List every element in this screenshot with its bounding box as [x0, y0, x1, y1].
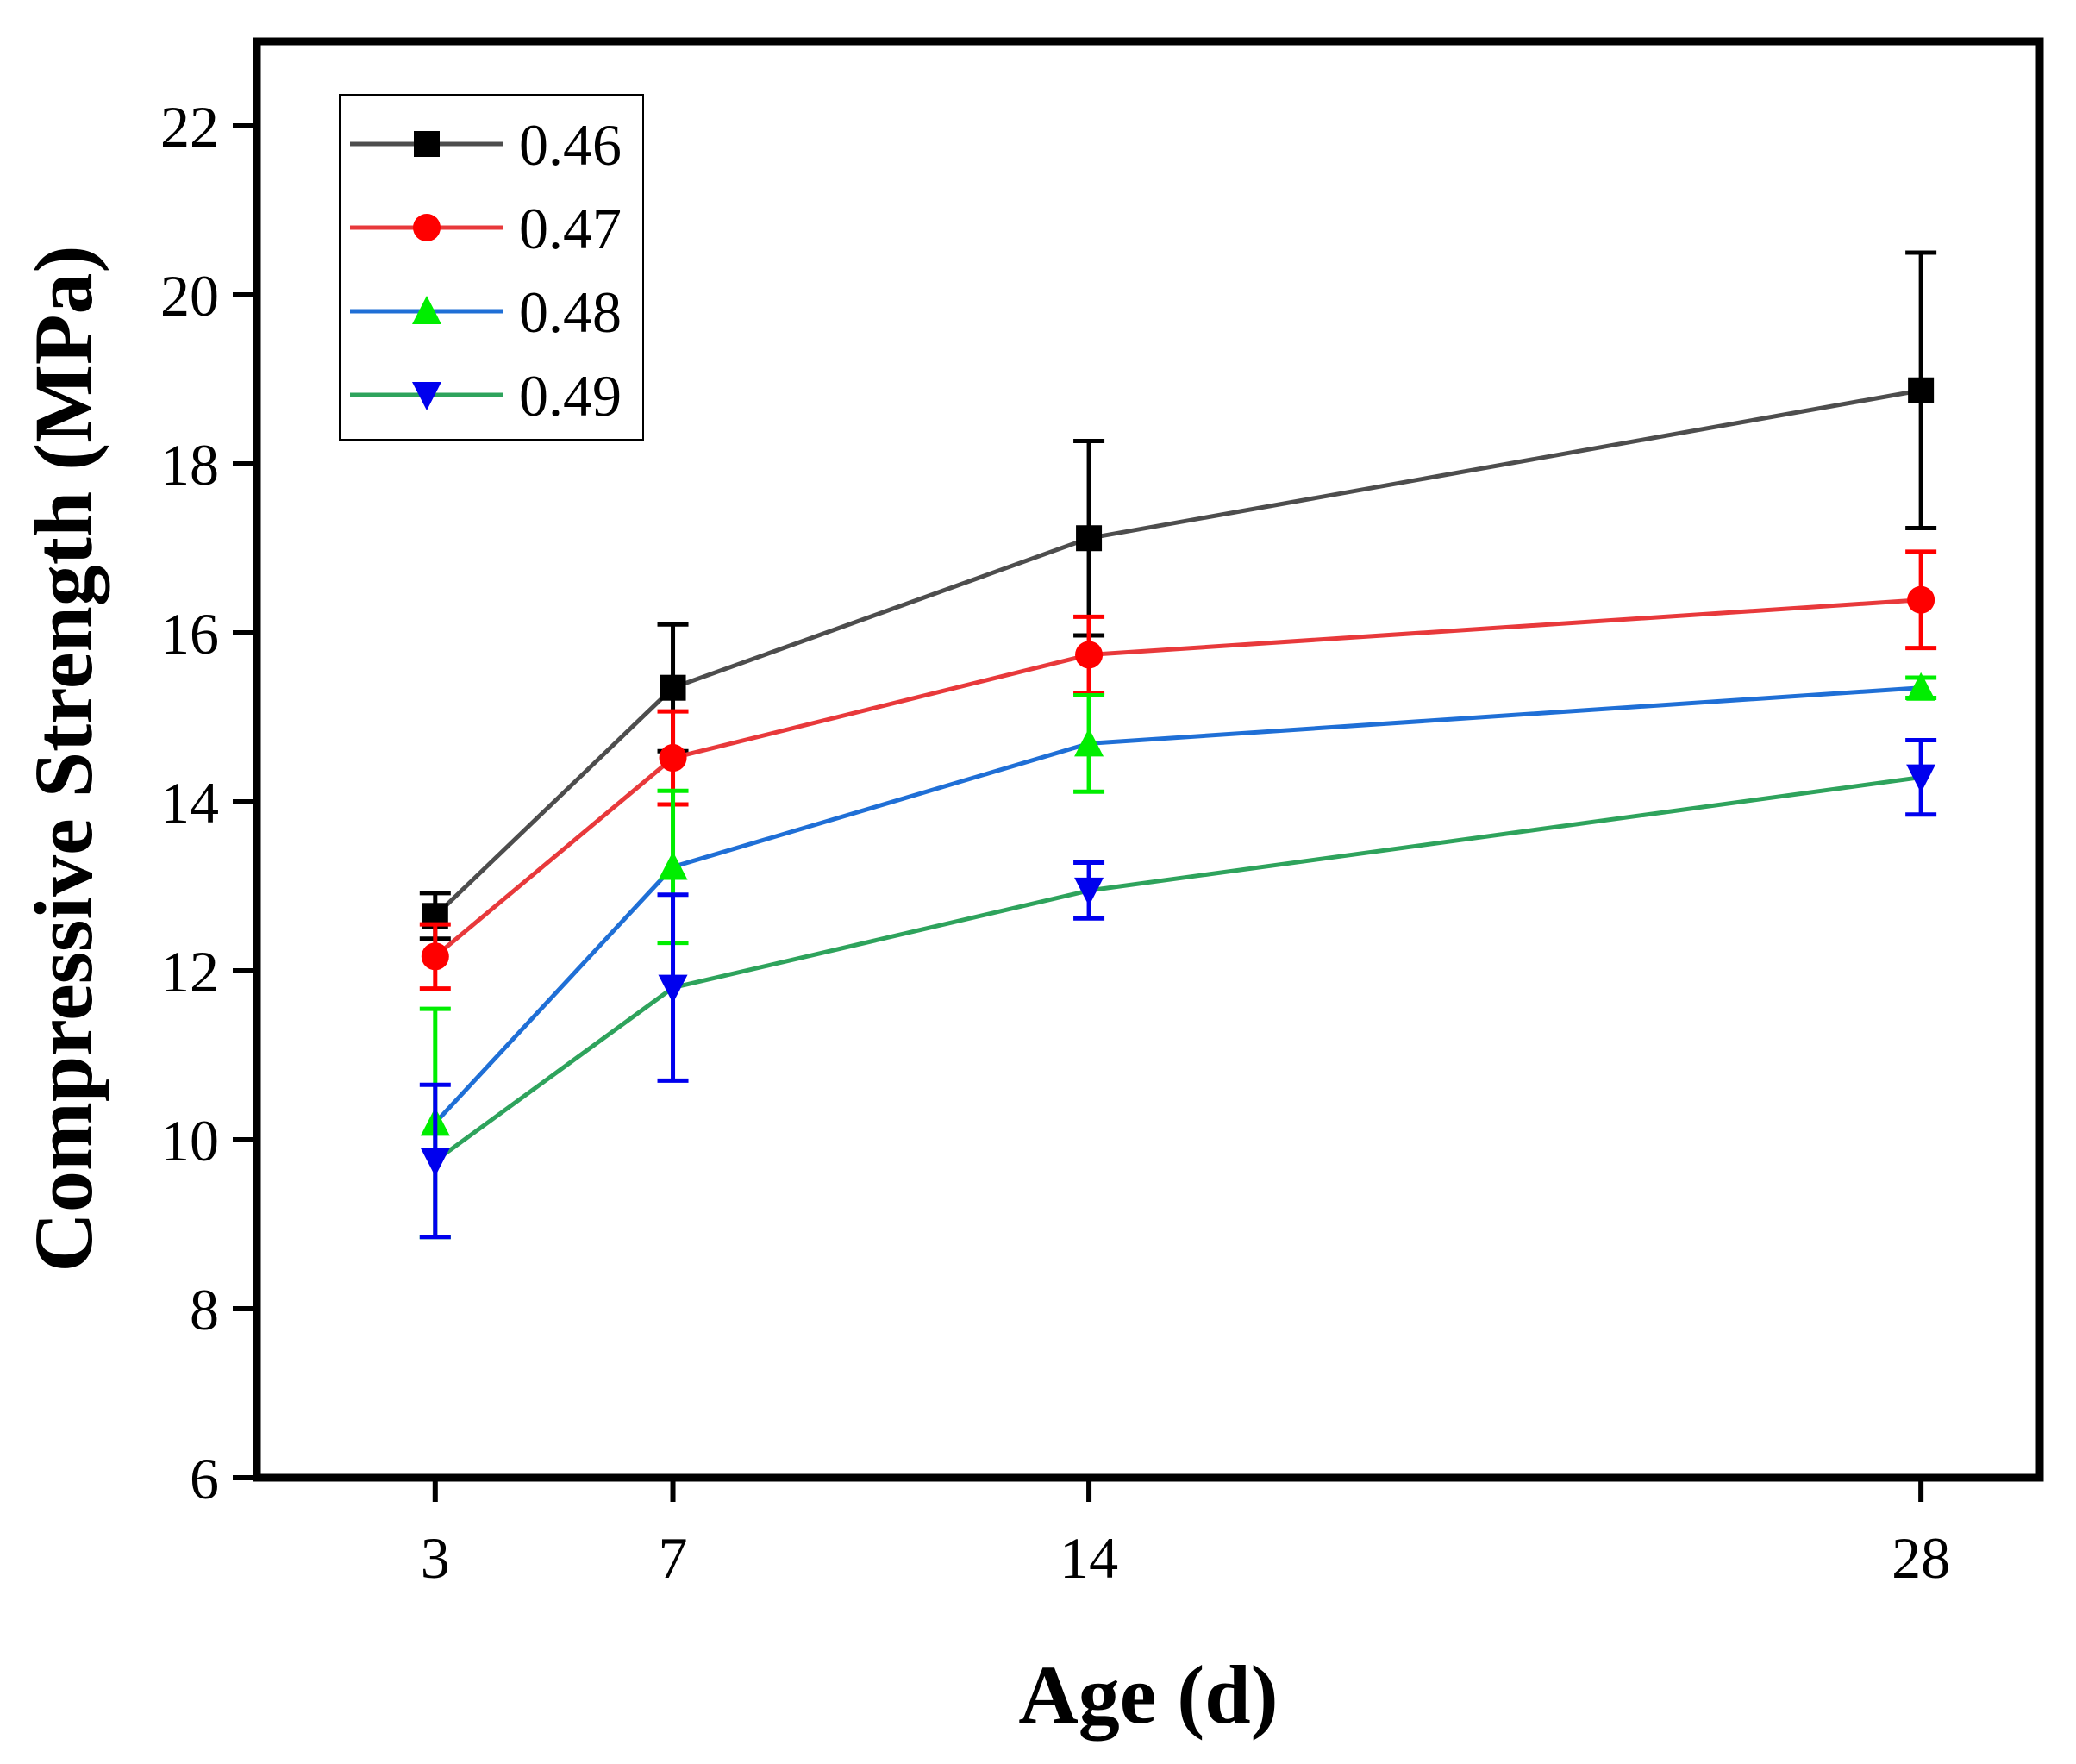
x-tick-label-28: 28: [1892, 1525, 1950, 1591]
legend-item-0.48: 0.48: [350, 279, 622, 345]
data-point-0.48-14: [1074, 728, 1104, 757]
legend-label-0.49: 0.49: [519, 363, 622, 428]
data-point-0.46-28: [1908, 377, 1935, 403]
data-point-0.46-14: [1076, 525, 1103, 552]
x-tick-label-14: 14: [1060, 1525, 1118, 1591]
series-line-0.47: [434, 597, 1922, 959]
y-axis-title: Compressive Strength (MPa): [17, 246, 109, 1273]
y-tick-label-12: 12: [160, 939, 219, 1004]
series-0.46: [419, 250, 1937, 941]
data-point-0.49-3: [420, 1148, 450, 1177]
series-0.48: [419, 672, 1937, 1240]
x-tick-label-3: 3: [421, 1525, 450, 1591]
data-point-0.48-28: [1906, 672, 1936, 701]
y-tick-label-6: 6: [190, 1446, 219, 1511]
y-axis-ticks: 6 8 10 12 14 16 18 20 22: [160, 94, 257, 1511]
data-point-0.48-7: [658, 851, 688, 880]
data-point-0.47-7: [659, 744, 687, 773]
y-tick-label-16: 16: [160, 601, 219, 666]
legend-marker-0.46: [414, 131, 440, 157]
data-point-0.47-14: [1075, 641, 1104, 669]
legend-label-0.48: 0.48: [519, 279, 622, 345]
y-tick-label-18: 18: [160, 432, 219, 497]
y-tick-label-14: 14: [160, 770, 219, 835]
legend-marker-0.49: [412, 382, 441, 410]
y-tick-label-10: 10: [160, 1108, 219, 1173]
series-0.49: [419, 737, 1937, 1240]
x-axis-ticks: 3 7 14 28: [421, 1478, 1950, 1591]
data-point-0.49-14: [1074, 877, 1104, 906]
series-line-0.49: [434, 775, 1922, 1163]
y-tick-label-8: 8: [190, 1277, 219, 1342]
data-point-0.47-3: [421, 942, 449, 971]
x-axis-title: Age (d): [1018, 1648, 1278, 1741]
legend-label-0.46: 0.46: [519, 112, 622, 178]
y-tick-label-20: 20: [160, 263, 219, 328]
legend-item-0.49: 0.49: [350, 363, 622, 428]
legend-box: [339, 94, 644, 441]
legend-label-0.47: 0.47: [519, 196, 622, 261]
data-point-0.47-28: [1907, 585, 1935, 614]
plot-frame: [253, 37, 2044, 1482]
legend-marker-0.47: [413, 214, 441, 241]
legend: 0.46 0.47 0.48 0.49: [339, 94, 644, 441]
data-point-0.49-28: [1906, 764, 1936, 793]
series-0.47: [419, 549, 1937, 991]
y-tick-label-22: 22: [160, 94, 219, 160]
x-tick-label-7: 7: [659, 1525, 688, 1591]
series-line-0.48: [433, 685, 1922, 1125]
series-line-0.46: [434, 388, 1922, 918]
data-point-0.46-7: [660, 674, 686, 701]
legend-marker-0.48: [412, 296, 441, 324]
series-layer: [419, 250, 1937, 1240]
legend-item-0.47: 0.47: [350, 196, 622, 261]
data-point-0.49-7: [658, 974, 688, 1004]
legend-item-0.46: 0.46: [350, 112, 622, 178]
